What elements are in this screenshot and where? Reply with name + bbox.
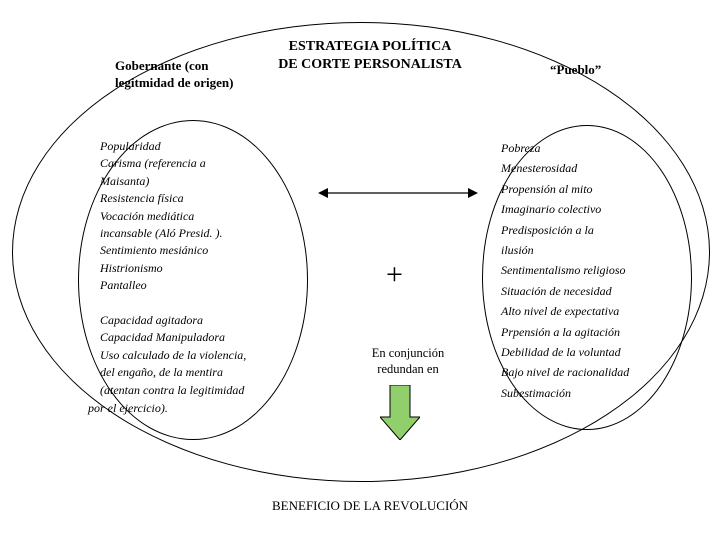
title-line1: ESTRATEGIA POLÍTICA [289,39,452,54]
left-list-1: PopularidadCarisma (referencia aMaisanta… [100,138,300,295]
list-item: del engaño, de la mentira [100,364,300,381]
left-list-tail: por el ejercicio). [88,400,168,417]
list-item: Sentimiento mesiánico [100,242,300,259]
list-item: ilusión [501,240,701,260]
list-item: Uso calculado de la violencia, [100,347,300,364]
bottom-text-span: BENEFICIO DE LA REVOLUCIÓN [272,498,468,513]
left-label-l1: Gobernante (con [115,58,209,73]
list-item: Carisma (referencia a [100,155,300,172]
list-item: Bajo nivel de racionalidad [501,362,701,382]
list-item: Propensión al mito [501,179,701,199]
conj-l2: redundan en [377,362,438,376]
list-item: Maisanta) [100,173,300,190]
list-item: incansable (Aló Presid. ). [100,225,300,242]
title-line2: DE CORTE PERSONALISTA [278,57,462,72]
list-item: Situación de necesidad [501,281,701,301]
list-item: Resistencia física [100,190,300,207]
list-item: Pobreza [501,138,701,158]
list-item: Histrionismo [100,260,300,277]
diagram-title: ESTRATEGIA POLÍTICA DE CORTE PERSONALIST… [260,38,480,74]
list-item: Alto nivel de expectativa [501,301,701,321]
left-list-2: Capacidad agitadoraCapacidad Manipulador… [100,312,300,399]
right-label: “Pueblo” [550,62,601,78]
list-item: Imaginario colectivo [501,199,701,219]
list-item: Predisposición a la [501,220,701,240]
bottom-text: BENEFICIO DE LA REVOLUCIÓN [272,498,468,514]
right-label-text: “Pueblo” [550,62,601,77]
left-label: Gobernante (con legitmidad de origen) [115,58,233,92]
list-item: Menesterosidad [501,158,701,178]
list-item: Prpensión a la agitación [501,322,701,342]
list-item: Debilidad de la voluntad [501,342,701,362]
list-item: Capacidad agitadora [100,312,300,329]
list-item: Subestimación [501,383,701,403]
plus-symbol: + [386,258,403,292]
plus-text: + [386,258,403,291]
right-list: PobrezaMenesterosidadPropensión al mitoI… [501,138,701,403]
list-item: Vocación mediática [100,208,300,225]
list-item: Sentimentalismo religioso [501,260,701,280]
left-label-l2: legitmidad de origen) [115,75,233,90]
down-arrow-icon [380,385,420,440]
double-arrow-icon [318,185,478,201]
list-item: (atentan contra la legitimidad [100,382,300,399]
list-item: Capacidad Manipuladora [100,329,300,346]
conj-l1: En conjunción [372,346,445,360]
list-item: Popularidad [100,138,300,155]
left-list-tail-text: por el ejercicio). [88,401,168,415]
conjunction-text: En conjunción redundan en [358,345,458,378]
list-item: Pantalleo [100,277,300,294]
